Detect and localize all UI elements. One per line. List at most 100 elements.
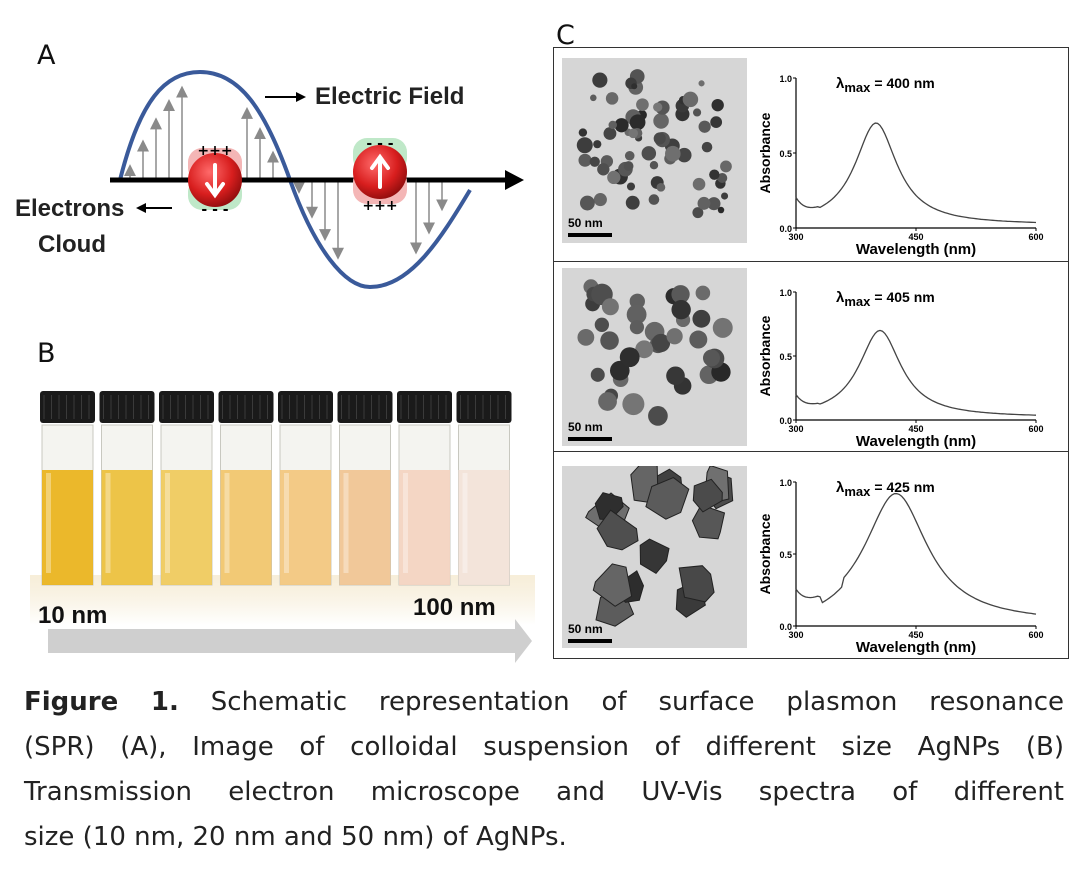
nanoparticle — [641, 146, 657, 161]
nanoparticle — [693, 108, 702, 117]
nanoparticle — [594, 317, 610, 332]
nanoparticle — [707, 197, 721, 211]
x-tick-label: 300 — [788, 232, 803, 242]
y-tick-label: 0.5 — [779, 550, 792, 560]
nanoparticle — [645, 477, 690, 520]
nanoparticle — [628, 128, 638, 139]
charge-minus-left: - - - — [201, 202, 228, 218]
y-tick-label: 0.0 — [779, 224, 792, 234]
nanoparticle — [692, 309, 711, 328]
spr-schematic: +++ - - - - - - +++ Electric Field Elect… — [15, 69, 524, 290]
nanoparticle — [629, 114, 646, 131]
caption-label: Figure 1. — [24, 687, 179, 717]
x-tick-label: 450 — [908, 630, 923, 640]
electric-field-label: Electric Field — [315, 83, 464, 110]
vial-cap — [337, 391, 393, 423]
nanoparticle — [578, 153, 592, 167]
panel-a-letter: A — [37, 40, 56, 71]
nanoparticle — [614, 118, 629, 133]
tem-image-2: 50 nm — [562, 268, 747, 446]
size-end-label: 100 nm — [413, 594, 496, 621]
nanoparticle — [695, 285, 711, 301]
scale-label-1: 50 nm — [568, 216, 603, 230]
nanoparticle — [592, 72, 608, 88]
vial — [397, 391, 452, 586]
tem-particles-3 — [562, 466, 747, 648]
nanoparticle — [607, 170, 621, 185]
nanoparticle — [682, 91, 699, 108]
vial — [456, 391, 512, 586]
nanoparticle — [601, 298, 619, 316]
vial-cap — [40, 391, 95, 423]
charge-minus-right: - - - — [366, 136, 393, 152]
nanoparticle — [689, 330, 708, 349]
nanoparticle — [717, 173, 728, 184]
nanoparticle — [636, 98, 649, 111]
vial-cap — [99, 391, 155, 423]
y-tick-label: 1.0 — [779, 74, 792, 84]
nanoparticle — [597, 163, 610, 176]
absorbance-curve — [795, 122, 1037, 224]
nanoparticle — [626, 304, 647, 325]
nanoparticle — [576, 137, 593, 154]
x-tick-label: 450 — [908, 232, 923, 242]
nanoparticle — [717, 206, 725, 214]
nanoparticle-left — [188, 148, 242, 210]
nanoparticle — [671, 285, 690, 304]
nanoparticle — [665, 145, 681, 162]
nanoparticle — [622, 393, 645, 416]
nanoparticle — [589, 156, 600, 167]
nanoparticle — [720, 160, 732, 173]
nanoparticle — [590, 367, 605, 382]
nanoparticle — [677, 147, 692, 163]
caption-line-2: (SPR) (A), Image of colloidal suspension… — [24, 732, 1064, 762]
nanoparticle — [603, 127, 617, 140]
vial-liquid — [161, 470, 212, 585]
vial-cap — [159, 391, 214, 423]
nanoparticle — [653, 102, 663, 112]
x-axis-label: Wavelength (nm) — [856, 241, 976, 258]
spectrum-3: 0.0 0.5 1.0 300 450 600 Absorbance Wavelength (… — [757, 478, 1044, 656]
nanoparticle — [653, 132, 666, 145]
nanoparticle — [619, 347, 640, 368]
tem-image-1: 50 nm — [562, 58, 747, 243]
nanoparticle — [692, 207, 704, 219]
nanoparticle — [712, 317, 733, 338]
y-tick-label: 0.0 — [779, 622, 792, 632]
nanoparticle — [625, 195, 640, 210]
field-arrows — [124, 85, 448, 260]
size-gradient-arrow — [48, 619, 532, 663]
nanoparticle — [666, 328, 683, 345]
caption-text-1: Schematic representation of surface plas… — [210, 687, 1064, 717]
y-tick-label: 0.0 — [779, 416, 792, 426]
nanoparticle — [692, 177, 706, 191]
scale-bar-3 — [568, 639, 612, 643]
vial — [337, 391, 393, 586]
tem-particles-2 — [562, 268, 747, 446]
nanoparticle — [593, 193, 607, 207]
x-axis-label: Wavelength (nm) — [856, 639, 976, 656]
charge-plus-right: +++ — [362, 198, 397, 214]
nanoparticle — [691, 504, 726, 540]
vial-liquid — [339, 470, 391, 585]
nanoparticle — [649, 161, 659, 170]
x-tick-label: 300 — [788, 630, 803, 640]
vial-liquid — [42, 470, 93, 585]
nanoparticle — [608, 120, 617, 130]
nanoparticle — [639, 538, 670, 575]
y-tick-label: 1.0 — [779, 288, 792, 298]
nanoparticle — [721, 192, 729, 200]
nanoparticle — [648, 194, 660, 205]
charge-plus-left: +++ — [197, 143, 232, 159]
y-tick-label: 0.5 — [779, 352, 792, 362]
panel-c: 50 nm 0.0 0.5 1.0 300 450 600 Absorbance Wavele… — [553, 47, 1069, 659]
scale-label-2: 50 nm — [568, 420, 603, 434]
nanoparticle — [697, 196, 711, 210]
nanoparticle — [709, 169, 720, 180]
vial — [218, 391, 274, 586]
nanoparticle — [592, 563, 633, 607]
tem-spectrum-row-3: 50 nm 0.0 0.5 1.0 300 450 600 Absorbance Wavele… — [554, 452, 1068, 658]
scale-label-3: 50 nm — [568, 622, 603, 636]
nanoparticle — [656, 182, 666, 192]
nanoparticle — [666, 366, 685, 386]
